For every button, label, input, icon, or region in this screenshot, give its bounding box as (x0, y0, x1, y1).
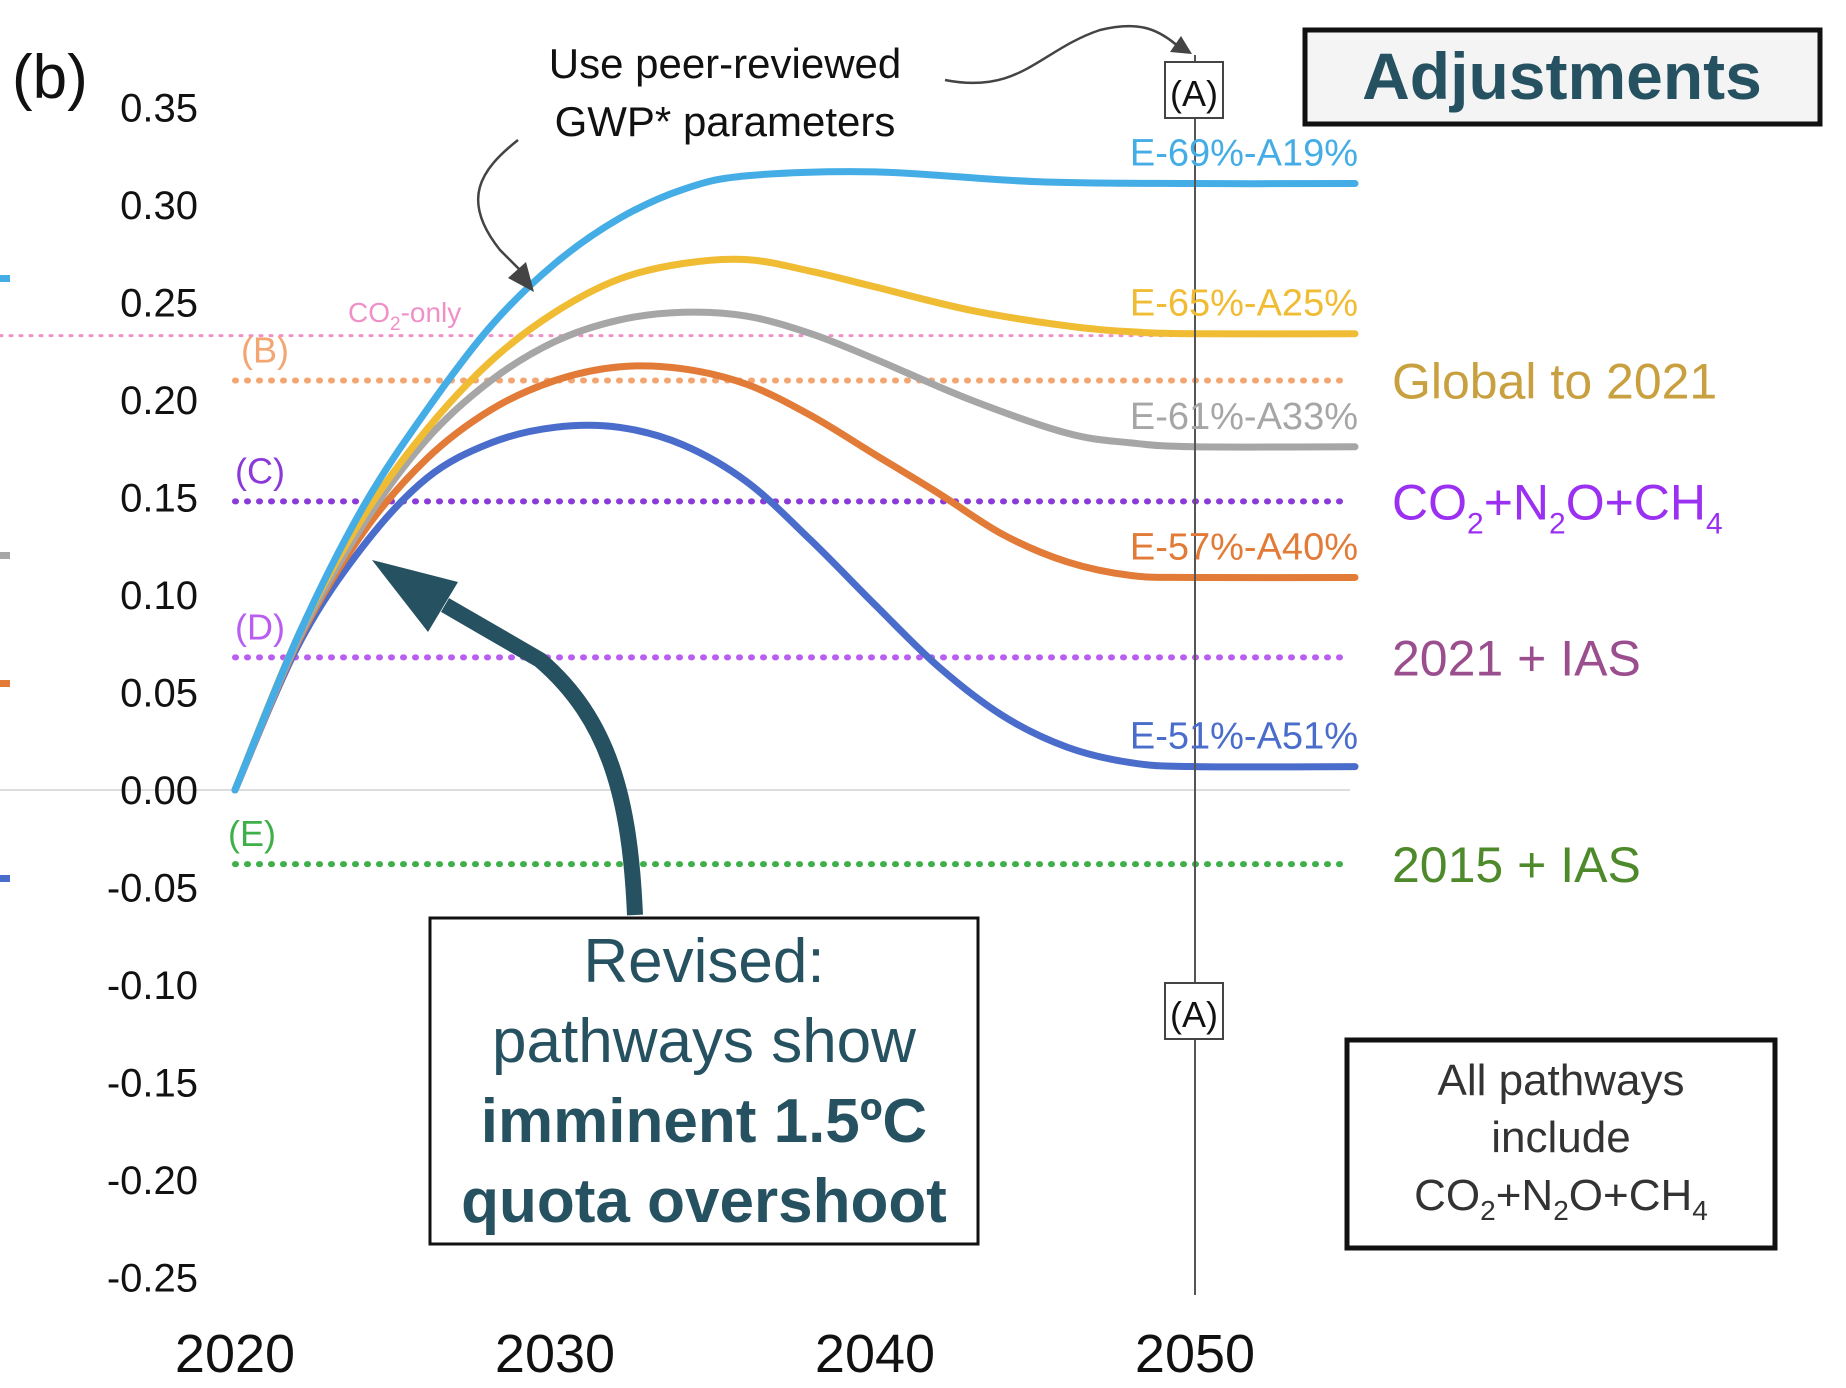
series-end-label: E-51%-A51% (1130, 716, 1358, 758)
series-end-label: E-61%-A33% (1130, 396, 1358, 438)
all-pathways-line2: include (1491, 1113, 1630, 1162)
reference-label: 2021 + IAS (1392, 630, 1641, 686)
reference-label: CO2+N2O+CH4 (1392, 474, 1723, 540)
adjustments-title: Adjustments (1362, 39, 1762, 113)
marker-a-bottom-label: (A) (1170, 994, 1218, 1035)
series-line (231, 308, 1359, 794)
y-tick-label: 0.20 (120, 379, 198, 423)
series-line (231, 255, 1359, 794)
reference-letter: (E) (228, 813, 276, 854)
revised-line4: quota overshoot (461, 1167, 947, 1236)
reference-letter: (B) (241, 330, 289, 371)
series-line (231, 168, 1359, 794)
gwp-note: Use peer-reviewed GWP* parameters (476, 24, 1192, 292)
all-pathways-box: All pathways include CO2+N2O+CH4 (1344, 1037, 1778, 1251)
marker-a-top: (A) (1164, 61, 1224, 119)
series-line (231, 421, 1359, 794)
y-tick-label: -0.10 (107, 964, 198, 1008)
x-tick-label: 2040 (815, 1324, 935, 1384)
series-end-label: E-69%-A19% (1130, 133, 1358, 175)
gwp-arrowhead-curve (508, 262, 534, 292)
reference-label: Global to 2021 (1392, 354, 1717, 410)
y-tick-label: 0.35 (120, 87, 198, 131)
remnant-orange (0, 680, 10, 687)
all-pathways-line1: All pathways (1437, 1056, 1684, 1105)
series-line (231, 362, 1359, 794)
series-end-label: E-57%-A40% (1130, 526, 1358, 568)
marker-a-bottom: (A) (1164, 982, 1224, 1040)
reference-lines: (B) Global to 2021 (C) CO2+N2O+CH4 (D) 2021 +… (0, 330, 1723, 893)
left-edge-remnants (0, 275, 10, 882)
reference-letter: (C) (235, 450, 285, 491)
revised-line2: pathways show (492, 1007, 916, 1076)
y-tick-label: 0.25 (120, 282, 198, 326)
gwp-arrowhead-marker (1170, 36, 1192, 54)
gwp-note-line2: GWP* parameters (555, 98, 896, 145)
revised-arrow-shaft (440, 598, 643, 916)
gwp-note-line1: Use peer-reviewed (549, 40, 902, 87)
gwp-arrow-to-marker (944, 24, 1181, 85)
y-tick-label: 0.30 (120, 184, 198, 228)
y-tick-label: -0.05 (107, 867, 198, 911)
series-lines (231, 168, 1359, 794)
remnant-blue-bottom (0, 875, 10, 882)
x-axis-ticks: 2020 2030 2040 2050 (175, 1324, 1255, 1384)
revised-line1: Revised: (583, 927, 824, 996)
revised-box: Revised: pathways show imminent 1.5ºC qu… (428, 916, 980, 1246)
y-tick-label: -0.20 (107, 1159, 198, 1203)
co2-only-label: CO2-only (348, 297, 461, 335)
y-tick-label: 0.05 (120, 672, 198, 716)
adjustments-box (1302, 27, 1823, 127)
revised-line3: imminent 1.5ºC (481, 1087, 927, 1156)
revised-box-frame (428, 916, 980, 1246)
series-end-label: E-65%-A25% (1130, 283, 1358, 325)
y-tick-label: -0.25 (107, 1257, 198, 1301)
y-tick-label: 0.00 (120, 769, 198, 813)
panel-label: (b) (12, 43, 88, 112)
revised-arrowhead (372, 560, 458, 632)
reference-label: 2015 + IAS (1392, 837, 1641, 893)
y-tick-label: 0.15 (120, 477, 198, 521)
all-pathways-frame (1344, 1037, 1778, 1251)
marker-a-bottom-box (1164, 982, 1224, 1040)
marker-a-top-label: (A) (1170, 73, 1218, 114)
reference-letter: (D) (235, 606, 285, 647)
remnant-gray (0, 552, 10, 559)
y-axis-ticks: 0.35 0.30 0.25 0.20 0.15 0.10 0.05 0.00 -0.05 -0.… (107, 87, 198, 1301)
adjustments-header: Adjustments (1302, 27, 1823, 127)
x-tick-label: 2030 (495, 1324, 615, 1384)
all-pathways-line3: CO2+N2O+CH4 (1414, 1171, 1708, 1226)
series-end-labels: E-69%-A19% E-65%-A25% E-61%-A33% E-57%-A40%… (1130, 133, 1358, 758)
marker-a-top-box (1164, 61, 1224, 119)
remnant-blue-top (0, 275, 10, 282)
y-tick-label: 0.10 (120, 574, 198, 618)
y-tick-label: -0.15 (107, 1062, 198, 1106)
gwp-arrow-to-curve (476, 139, 521, 271)
x-tick-label: 2050 (1135, 1324, 1255, 1384)
x-tick-label: 2020 (175, 1324, 295, 1384)
